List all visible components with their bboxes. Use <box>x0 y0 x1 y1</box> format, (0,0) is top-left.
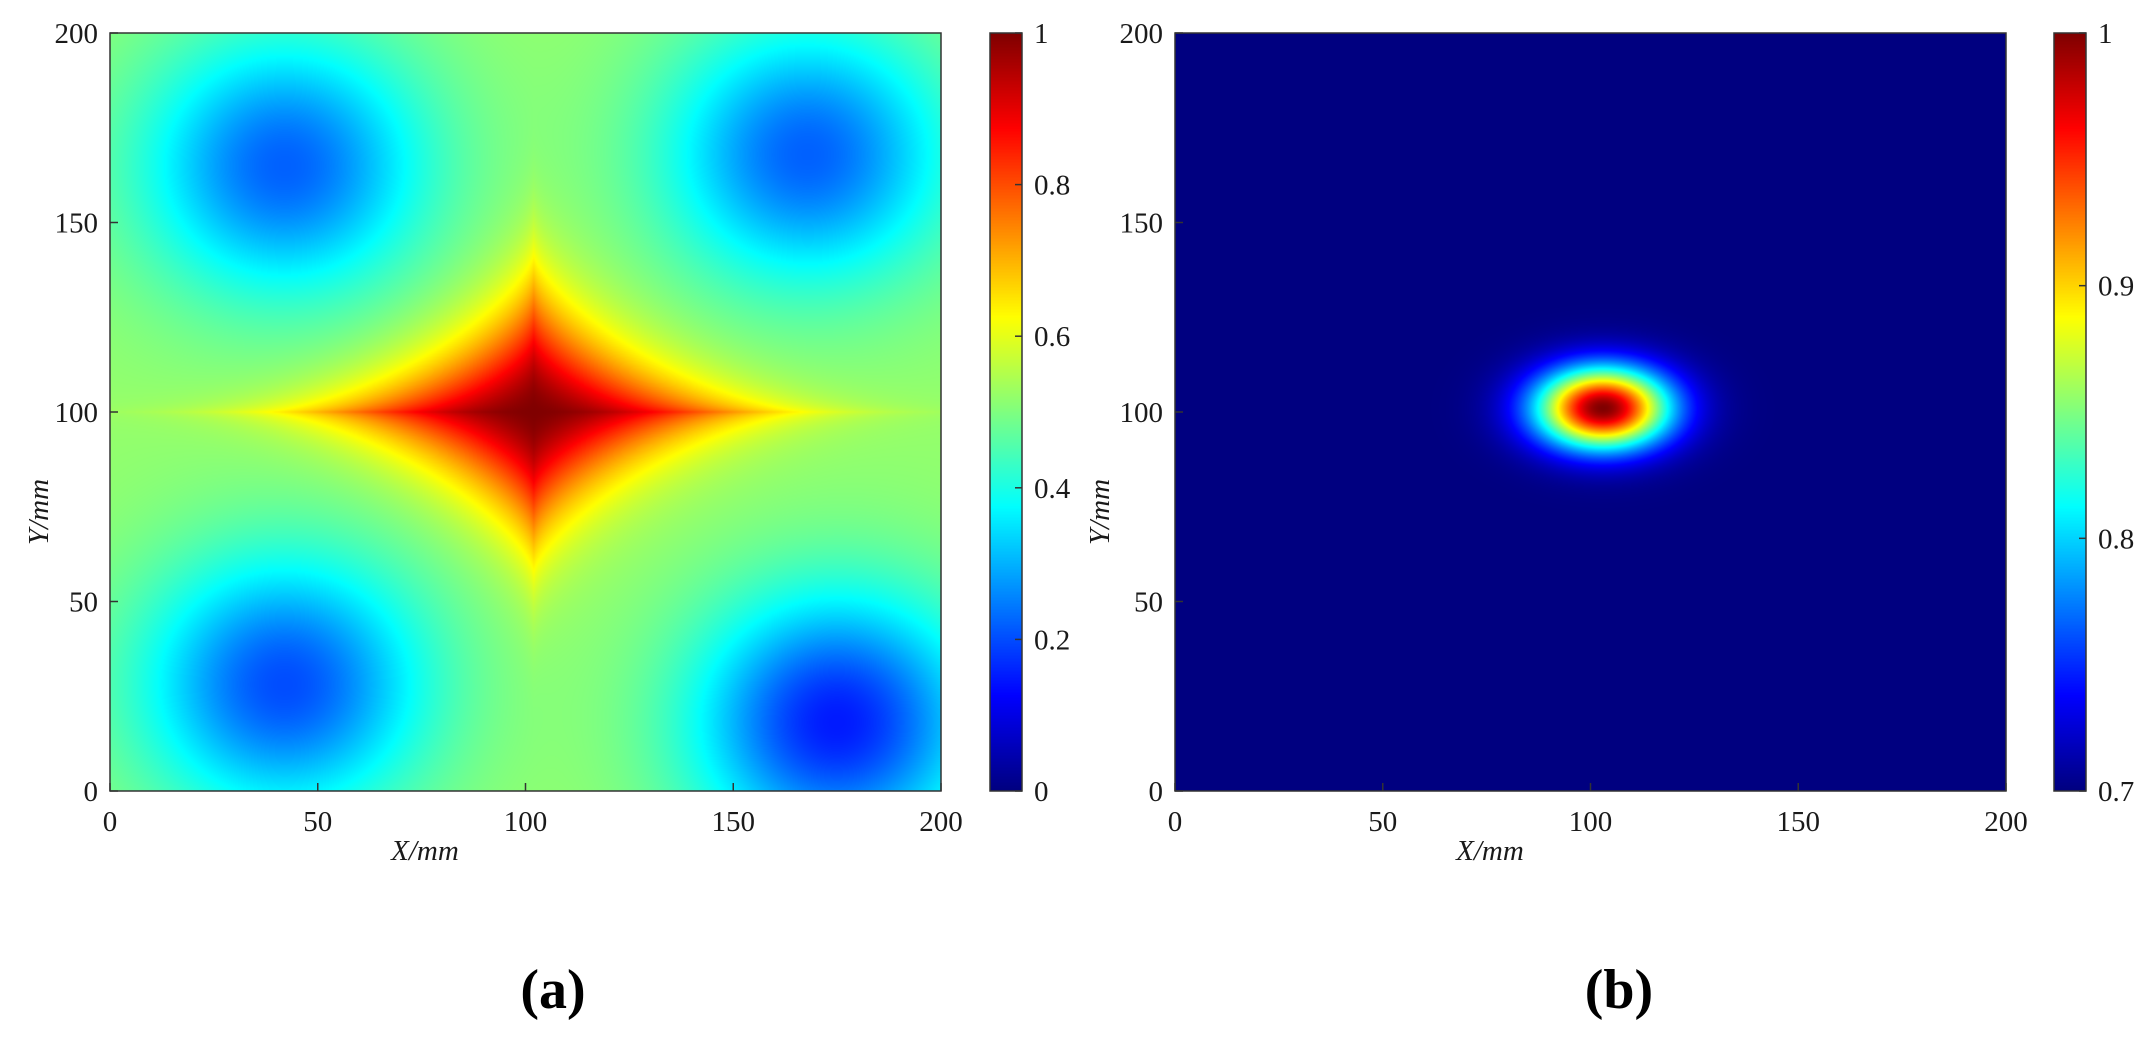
x-tick-label: 0 <box>1168 806 1183 838</box>
x-tick-label: 50 <box>303 806 332 838</box>
colorbar-b-frame <box>2053 32 2087 792</box>
colorbar-tick-label: 0 <box>1034 776 1049 808</box>
y-tick-label: 0 <box>84 776 99 808</box>
y-axis-label-b: Y/mm <box>1084 479 1116 545</box>
x-tick-label: 100 <box>1569 806 1613 838</box>
heatmap-b-image <box>1175 33 2006 791</box>
y-tick-label: 0 <box>1149 776 1164 808</box>
panel-label-b: (b) <box>1585 959 1653 1021</box>
heatmap-a-image <box>110 33 941 791</box>
heatmap-a-ticks: 0 50 100 150 200 0 50 100 150 200 <box>55 18 963 838</box>
colorbar-tick-label: 0.2 <box>1034 624 1070 656</box>
x-axis-label-a: X/mm <box>390 835 459 867</box>
heatmap-panel-a: 0 50 100 150 200 0 50 100 150 200 X/mm Y/mm 0 0.2 0… <box>23 18 1071 1021</box>
colorbar-a-gradient <box>990 33 1022 791</box>
colorbar-tick-label: 0.7 <box>2098 776 2134 808</box>
y-tick-label: 50 <box>69 587 98 619</box>
colorbar-tick-label: 0.6 <box>1034 321 1070 353</box>
colorbar-a-ticks: 0 0.2 0.4 0.6 0.8 1 <box>1015 18 1071 808</box>
colorbar-a <box>990 33 1022 791</box>
x-tick-label: 200 <box>919 806 963 838</box>
heatmap-b-plot-area <box>1175 33 2006 791</box>
colorbar-b-ticks: 0.7 0.8 0.9 1 <box>2079 18 2134 808</box>
y-tick-label: 100 <box>55 397 99 429</box>
colorbar-tick-label: 1 <box>2098 18 2113 50</box>
y-axis-label-a: Y/mm <box>23 479 55 545</box>
colorbar-a-frame <box>989 32 1023 792</box>
y-tick-label: 200 <box>55 18 99 50</box>
heatmap-panel-b: 0 50 100 150 200 0 50 100 150 200 X/mm Y/mm 0.7 0.… <box>1077 0 2154 1046</box>
x-tick-label: 150 <box>712 806 756 838</box>
colorbar-tick-label: 0.8 <box>1034 170 1070 202</box>
x-tick-label: 0 <box>103 806 118 838</box>
x-axis-label-b: X/mm <box>1455 835 1524 867</box>
colorbar-tick-label: 0.4 <box>1034 473 1071 505</box>
y-tick-label: 150 <box>1120 208 1164 240</box>
colorbar-tick-label: 1 <box>1034 18 1049 50</box>
panel-label-a: (a) <box>520 959 585 1021</box>
x-tick-label: 50 <box>1368 806 1397 838</box>
x-tick-label: 100 <box>504 806 548 838</box>
colorbar-tick-label: 0.8 <box>2098 523 2134 555</box>
y-tick-label: 50 <box>1134 587 1163 619</box>
colorbar-tick-label: 0.9 <box>2098 271 2134 303</box>
y-tick-label: 100 <box>1120 397 1164 429</box>
x-tick-label: 200 <box>1984 806 2028 838</box>
x-tick-label: 150 <box>1777 806 1821 838</box>
colorbar-b <box>2054 33 2086 791</box>
heatmap-a-plot-area <box>110 33 941 791</box>
colorbar-b-gradient <box>2054 33 2086 791</box>
heatmap-b-ticks: 0 50 100 150 200 0 50 100 150 200 <box>1120 18 2028 838</box>
y-tick-label: 200 <box>1120 18 1164 50</box>
y-tick-label: 150 <box>55 208 99 240</box>
